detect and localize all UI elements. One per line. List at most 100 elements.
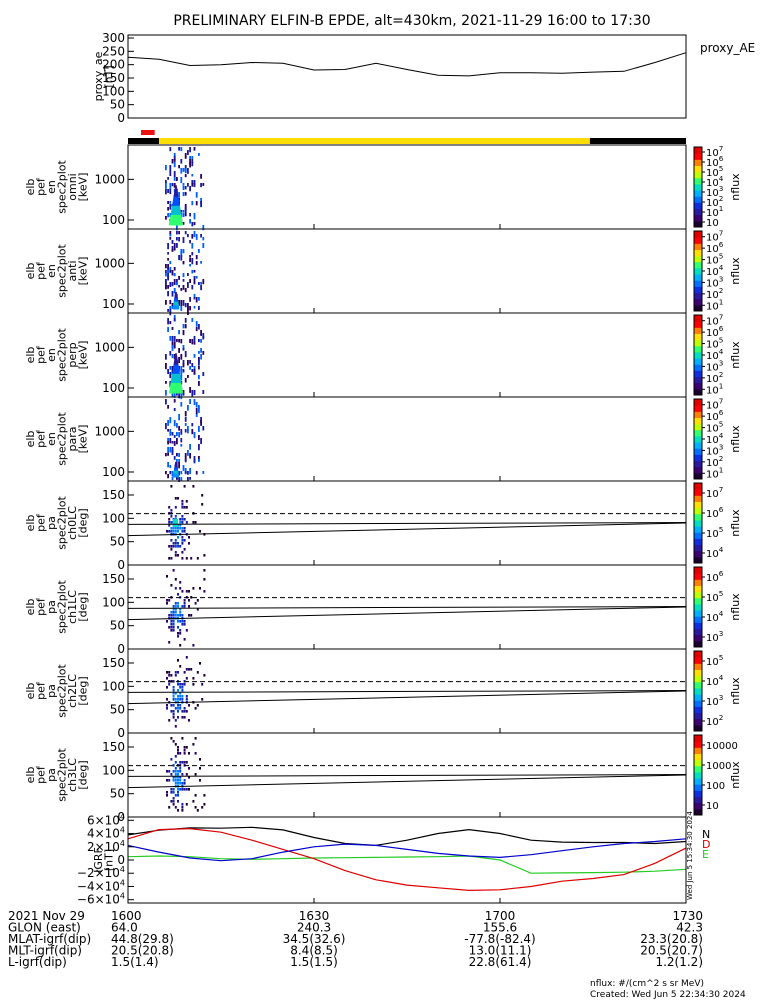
heatmap-cell [171,209,181,212]
ytick-label: 150 [102,71,125,85]
heatmap-cell [172,740,175,743]
heatmap-cell [181,761,184,764]
heatmap-cell [169,282,172,287]
heatmap-cell [174,506,177,509]
heatmap-cell [195,261,198,265]
colorbar-label: nflux [729,593,742,621]
heatmap-cell [168,599,171,602]
footer-units: nflux: #/(cm^2 s sr MeV) [590,979,704,989]
heatmap-cell [180,288,183,291]
heatmap-cell [200,285,202,291]
heatmap-cell [178,192,180,198]
heatmap-cell [202,372,205,377]
colorbar-swatch [694,675,702,683]
axis-row-label: MLAT-igrf(dip) [8,932,91,946]
heatmap-cell [167,252,169,255]
heatmap-cell [176,225,178,231]
heatmap-cell [172,530,175,533]
colorbar-tick-label: 102 [706,286,723,301]
axis-row-value: 155.6 [483,921,517,935]
heatmap-cell [169,429,172,435]
heatmap-cell [168,530,171,533]
legend-entry: E [702,848,709,861]
heatmap-cell [177,800,179,803]
heatmap-cell [188,599,190,602]
heatmap-cell [167,258,169,261]
colorbar-swatch [694,388,702,396]
colorbar-swatch [694,747,702,754]
heatmap-cell [172,371,180,374]
heatmap-cell [182,210,185,213]
heatmap-cell [179,770,182,773]
heatmap-cell [168,557,171,560]
heatmap-cell [174,779,177,782]
heatmap-cell [173,435,176,438]
heatmap-cell [179,608,182,611]
heatmap-cell [191,285,194,290]
heatmap-cell [170,485,173,488]
heatmap-cell [172,680,175,683]
heatmap-cell [178,426,180,431]
axis-row-value: 1.5(1.5) [290,955,338,969]
heatmap-cell [196,608,199,611]
colorbar-label: nflux [729,173,742,201]
heatmap-cell [182,324,185,329]
heatmap-cell [193,183,196,188]
colorbar-swatch [694,358,702,365]
heatmap-cell [184,351,187,358]
heatmap-cell [167,405,169,409]
heatmap-cell [179,788,182,791]
heatmap-cell [179,761,182,764]
heatmap-cell [168,719,171,722]
heatmap-cell [177,788,179,791]
heatmap-cell [170,584,173,587]
heatmap-cell [174,776,177,779]
colorbar-swatch [694,753,702,761]
loss-cone-line [127,606,687,621]
heatmap-cell [182,222,185,225]
heatmap-cell [199,758,201,761]
heatmap-cell [172,608,175,611]
heatmap-cell [191,174,194,177]
heatmap-cell [193,294,196,297]
heatmap-cell [188,536,190,539]
heatmap-cell [189,339,191,344]
ylabel-line: spec2plot [55,580,68,634]
heatmap-cell [198,249,200,253]
heatmap-cell [181,806,184,809]
heatmap-cell [170,557,173,560]
ytick-label: 0 [117,642,125,656]
heatmap-cell [176,477,178,480]
axis-row-value: 20.5(20.7) [640,944,703,958]
heatmap-cell [193,354,196,358]
heatmap-cell [183,518,186,521]
heatmap-cell [178,198,180,201]
ylabel-line: en [45,348,58,362]
heatmap-cell [180,393,183,400]
heatmap-cell [169,372,172,376]
colorbar-swatch [694,507,702,515]
heatmap-cell [180,366,183,372]
heatmap-cell [178,477,180,482]
orbit-segment [159,138,590,144]
heatmap-cell [167,276,169,281]
loss-cone-line [127,690,687,693]
heatmap-cell [192,644,195,647]
loss-cone-line [127,774,687,789]
series-line [127,827,687,892]
heatmap-cell [200,234,202,238]
colorbar-swatch [694,214,702,222]
heatmap-cells [165,399,205,482]
ytick-label: −6×104 [77,892,125,907]
heatmap-cell [173,393,176,398]
heatmap-cell [190,596,193,599]
heatmap-cell [174,707,177,710]
heatmap-cell [179,782,182,785]
heatmap-cell [189,162,191,168]
heatmap-cell [173,366,179,370]
heatmap-cell [202,336,205,340]
heatmap-cell [203,554,206,557]
heatmap-cell [177,614,179,617]
